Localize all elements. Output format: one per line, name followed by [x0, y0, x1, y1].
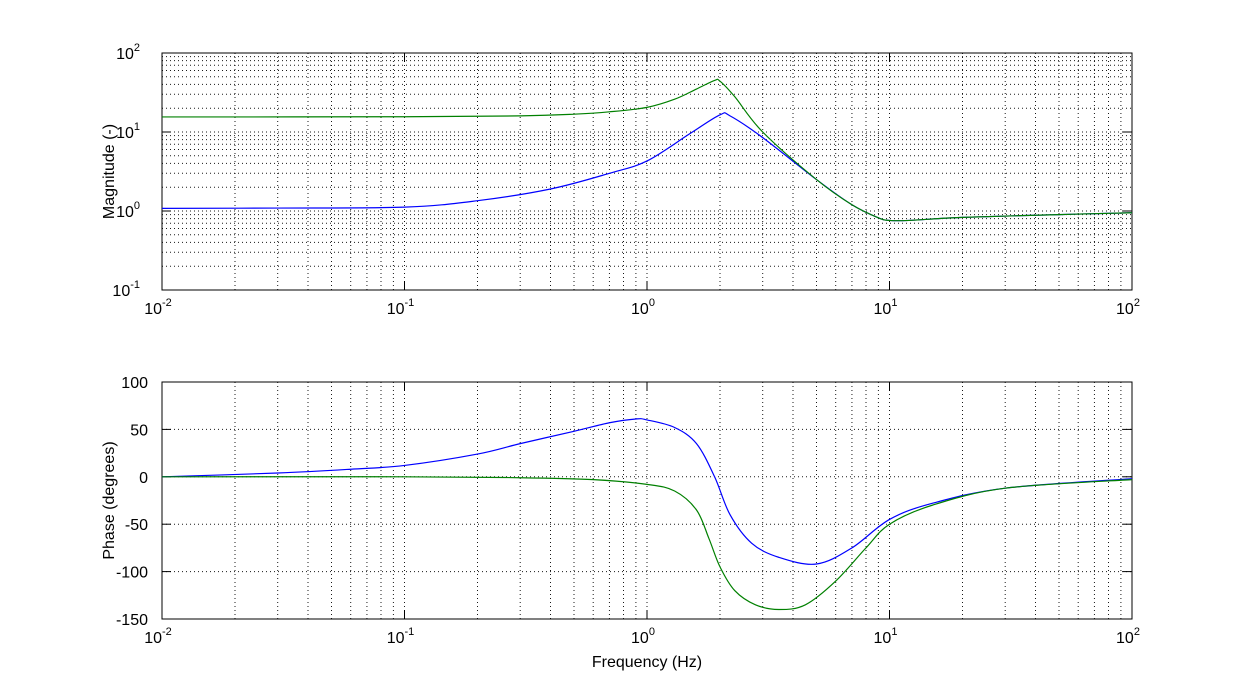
- x-tick-label: 10-1: [387, 297, 415, 318]
- x-tick-label: 101: [874, 626, 898, 647]
- y-tick-label: 101: [116, 121, 140, 142]
- y-axis-label: Phase (degrees): [101, 441, 118, 559]
- x-tick-label: 101: [874, 297, 898, 318]
- y-tick-label: 10-1: [112, 279, 140, 300]
- y-tick-label: 102: [116, 42, 140, 63]
- x-tick-label: 102: [1116, 297, 1140, 318]
- magnitude-series-2-line: [162, 78, 1132, 222]
- y-tick-label: -100: [116, 565, 148, 582]
- plot-area: [162, 53, 1132, 290]
- y-axis-label: Magnitude (-): [101, 124, 118, 219]
- y-grid: [162, 56, 1132, 267]
- ticks: [161, 52, 1133, 291]
- y-tick-label: 0: [139, 470, 148, 487]
- y-tick-label: -150: [116, 612, 148, 629]
- y-tick-label: -50: [125, 517, 148, 534]
- x-tick-label: 10-1: [387, 626, 415, 647]
- y-tick-label: 100: [121, 375, 148, 392]
- phase-series-2-line: [162, 476, 1132, 611]
- y-tick-label: 50: [130, 422, 148, 439]
- phase-plot: 10-2 10-1 100 101 102 -150 -100 -50 0 50 100 Phase …: [101, 375, 1140, 671]
- plot-area: [162, 382, 1132, 619]
- x-tick-label: 10-2: [144, 297, 172, 318]
- phase-series-1-line: [162, 418, 1132, 565]
- y-grid: [162, 428, 1132, 573]
- x-tick-label: 100: [631, 297, 655, 318]
- magnitude-plot: 10-2 10-1 100 101 10210-1100101102Magnitude …: [101, 42, 1140, 318]
- x-tick-label: 100: [631, 626, 655, 647]
- x-axis-label: Frequency (Hz): [592, 654, 702, 671]
- x-tick-label: 102: [1116, 626, 1140, 647]
- x-tick-label: 10-2: [144, 626, 172, 647]
- ticks: [161, 381, 1133, 620]
- y-tick-label: 100: [116, 200, 140, 221]
